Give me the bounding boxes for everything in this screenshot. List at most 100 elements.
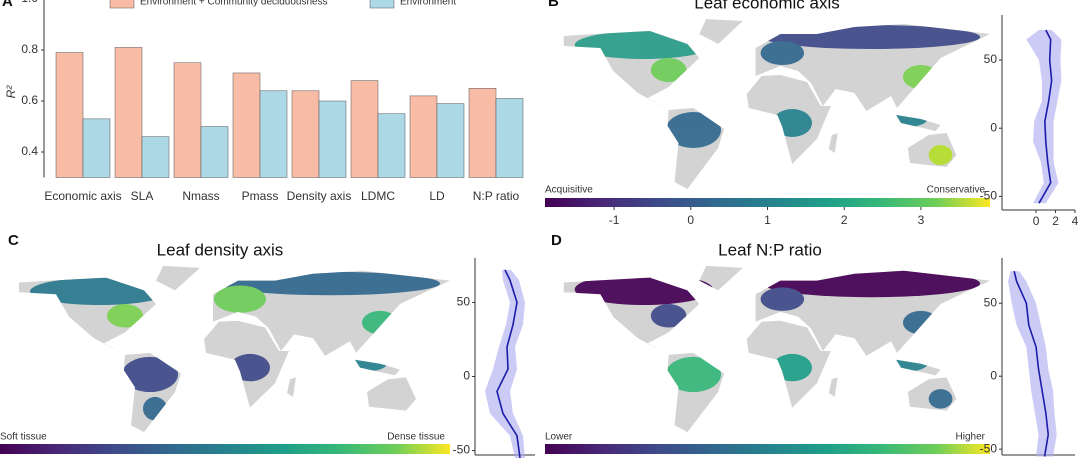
colorbar-high-label: Conservative xyxy=(927,185,986,196)
trait-patch xyxy=(30,277,170,306)
trait-patch xyxy=(343,355,387,372)
x-tick-label: LDMC xyxy=(361,189,395,203)
legend-label: Environment xyxy=(400,0,456,8)
bar xyxy=(436,103,465,178)
bar xyxy=(200,126,229,178)
colorbar-high-label: Dense tissue xyxy=(387,432,445,443)
land xyxy=(828,133,838,153)
profile-y-tick-label: 0 xyxy=(990,368,997,382)
panel-label: A xyxy=(2,0,13,10)
legend-swatch xyxy=(369,0,395,9)
profile-y-tick-label: 0 xyxy=(990,120,997,134)
colorbar-high-label: Higher xyxy=(956,432,986,443)
land xyxy=(699,19,743,44)
trait-patch xyxy=(772,353,812,382)
y-tick-label: 0.4 xyxy=(21,144,38,158)
y-axis-title: R² xyxy=(4,85,18,99)
trait-patch xyxy=(884,355,928,372)
panel-label: C xyxy=(8,232,19,249)
trait-patch xyxy=(574,273,714,306)
trait-patch xyxy=(760,287,805,311)
trait-patch xyxy=(107,304,143,328)
profile-x-tick-label: 4 xyxy=(1072,214,1079,228)
bar xyxy=(55,52,84,178)
trait-patch xyxy=(665,356,722,393)
bar xyxy=(377,113,406,178)
land xyxy=(156,265,200,291)
trait-patch xyxy=(122,356,178,393)
y-tick-label: 1.0 xyxy=(21,0,38,5)
bar xyxy=(468,88,497,178)
profile-y-tick-label: -50 xyxy=(980,189,998,203)
land xyxy=(699,265,743,291)
trait-patch xyxy=(665,112,722,148)
land xyxy=(287,377,296,397)
bar xyxy=(259,90,288,178)
trait-patch xyxy=(650,304,687,328)
map-title: Leaf density axis xyxy=(157,240,284,259)
profile-y-tick-label: 50 xyxy=(984,52,998,66)
trait-patch xyxy=(884,111,928,127)
profile-line xyxy=(1013,270,1050,457)
x-tick-label: LD xyxy=(429,189,445,203)
bar xyxy=(318,100,347,178)
profile-y-tick-label: 50 xyxy=(457,295,471,309)
profile-line xyxy=(496,269,521,459)
bar xyxy=(495,98,524,178)
trait-patch xyxy=(143,396,167,421)
trait-patch xyxy=(928,389,953,409)
bar xyxy=(232,72,261,178)
trait-patch xyxy=(574,31,714,59)
profile-x-tick-label: 0 xyxy=(1033,214,1040,228)
land xyxy=(367,377,416,411)
profile-x-tick-label: 2 xyxy=(1052,214,1059,228)
profile-band xyxy=(485,269,525,458)
colorbar-tick-label: 1 xyxy=(764,213,771,227)
profile-band xyxy=(1026,30,1062,204)
colorbar xyxy=(545,444,990,454)
profile-line xyxy=(1038,29,1053,204)
trait-patch xyxy=(650,58,687,82)
colorbar-tick-label: 0 xyxy=(687,213,694,227)
bar xyxy=(350,80,379,178)
trait-patch xyxy=(772,109,812,137)
profile-y-tick-label: -50 xyxy=(453,443,471,457)
profile-y-tick-label: -50 xyxy=(980,441,998,455)
profile-band xyxy=(1008,271,1057,457)
legend-label: Environment + Community deciduousness xyxy=(140,0,328,8)
colorbar xyxy=(545,198,990,207)
panel-label: B xyxy=(548,0,559,10)
trait-patch xyxy=(902,310,939,335)
x-tick-label: Nmass xyxy=(182,189,219,203)
profile-y-tick-label: 50 xyxy=(984,295,998,309)
map-title: Leaf economic axis xyxy=(694,0,840,12)
legend-swatch xyxy=(109,0,135,9)
colorbar-low-label: Lower xyxy=(545,432,573,443)
trait-patch xyxy=(928,145,953,165)
y-tick-label: 0.8 xyxy=(21,42,38,56)
trait-patch xyxy=(230,353,270,382)
colorbar-tick-label: 3 xyxy=(918,213,925,227)
bar xyxy=(409,95,438,178)
bar xyxy=(291,90,320,178)
bar xyxy=(82,118,111,178)
colorbar-low-label: Acquisitive xyxy=(545,185,593,196)
x-tick-label: Pmass xyxy=(242,189,279,203)
x-tick-label: N:P ratio xyxy=(473,189,520,203)
colorbar-tick-label: 2 xyxy=(841,213,848,227)
trait-patch xyxy=(902,65,939,89)
colorbar xyxy=(0,444,450,454)
land xyxy=(828,377,838,397)
profile-y-tick-label: 0 xyxy=(463,369,470,383)
y-tick-label: 0.6 xyxy=(21,93,38,107)
x-tick-label: SLA xyxy=(131,189,154,203)
trait-patch xyxy=(362,310,398,335)
colorbar-low-label: Soft tissue xyxy=(0,432,47,443)
colorbar-tick-label: -1 xyxy=(609,213,620,227)
map-title: Leaf N:P ratio xyxy=(718,240,822,259)
x-tick-label: Density axis xyxy=(287,189,352,203)
bar xyxy=(114,47,143,178)
trait-map xyxy=(574,269,981,409)
x-tick-label: Economic axis xyxy=(44,189,121,203)
